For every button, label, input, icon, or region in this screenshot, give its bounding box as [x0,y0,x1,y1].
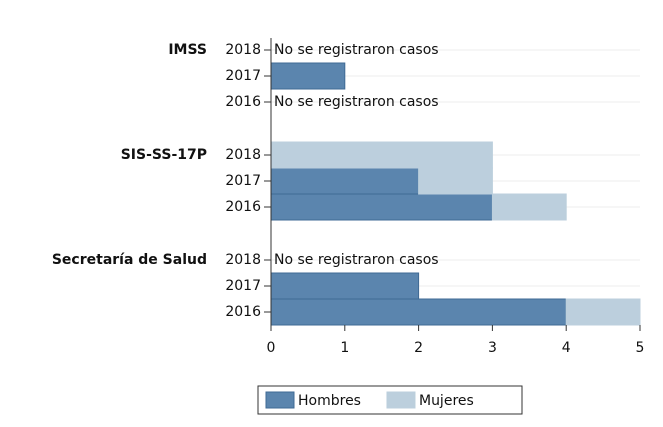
bar [270,272,420,300]
x-tick-label: 2 [414,340,423,356]
bar [270,193,493,221]
bar [270,141,493,169]
bar [491,193,567,221]
y-tick-label: 2018 [225,42,261,58]
x-tick-label: 1 [340,340,349,356]
legend-swatch [386,391,416,409]
y-tick-label: 2018 [225,252,261,268]
bar [270,167,420,195]
y-tick-label: 2016 [225,94,261,110]
bar [418,167,493,195]
x-tick-label: 3 [488,340,497,356]
annotation: No se registraron casos [274,42,439,58]
y-tick-label: 2016 [225,199,261,215]
group-label: Secretaría de Salud [52,252,207,268]
legend-label: Hombres [298,393,361,409]
group-label: IMSS [168,42,207,58]
bar [270,298,567,326]
bar [270,62,346,90]
group-label: SIS-SS-17P [121,147,207,163]
y-tick-label: 2016 [225,304,261,320]
x-tick-label: 5 [636,340,645,356]
bar [565,298,641,326]
legend-label: Mujeres [419,393,474,409]
x-tick-label: 4 [562,340,571,356]
x-tick-label: 0 [267,340,276,356]
y-tick-label: 2017 [225,278,261,294]
legend-swatch [265,391,295,409]
y-tick-label: 2017 [225,173,261,189]
y-tick-label: 2017 [225,68,261,84]
annotation: No se registraron casos [274,252,439,268]
annotation: No se registraron casos [274,94,439,110]
y-tick-label: 2018 [225,147,261,163]
